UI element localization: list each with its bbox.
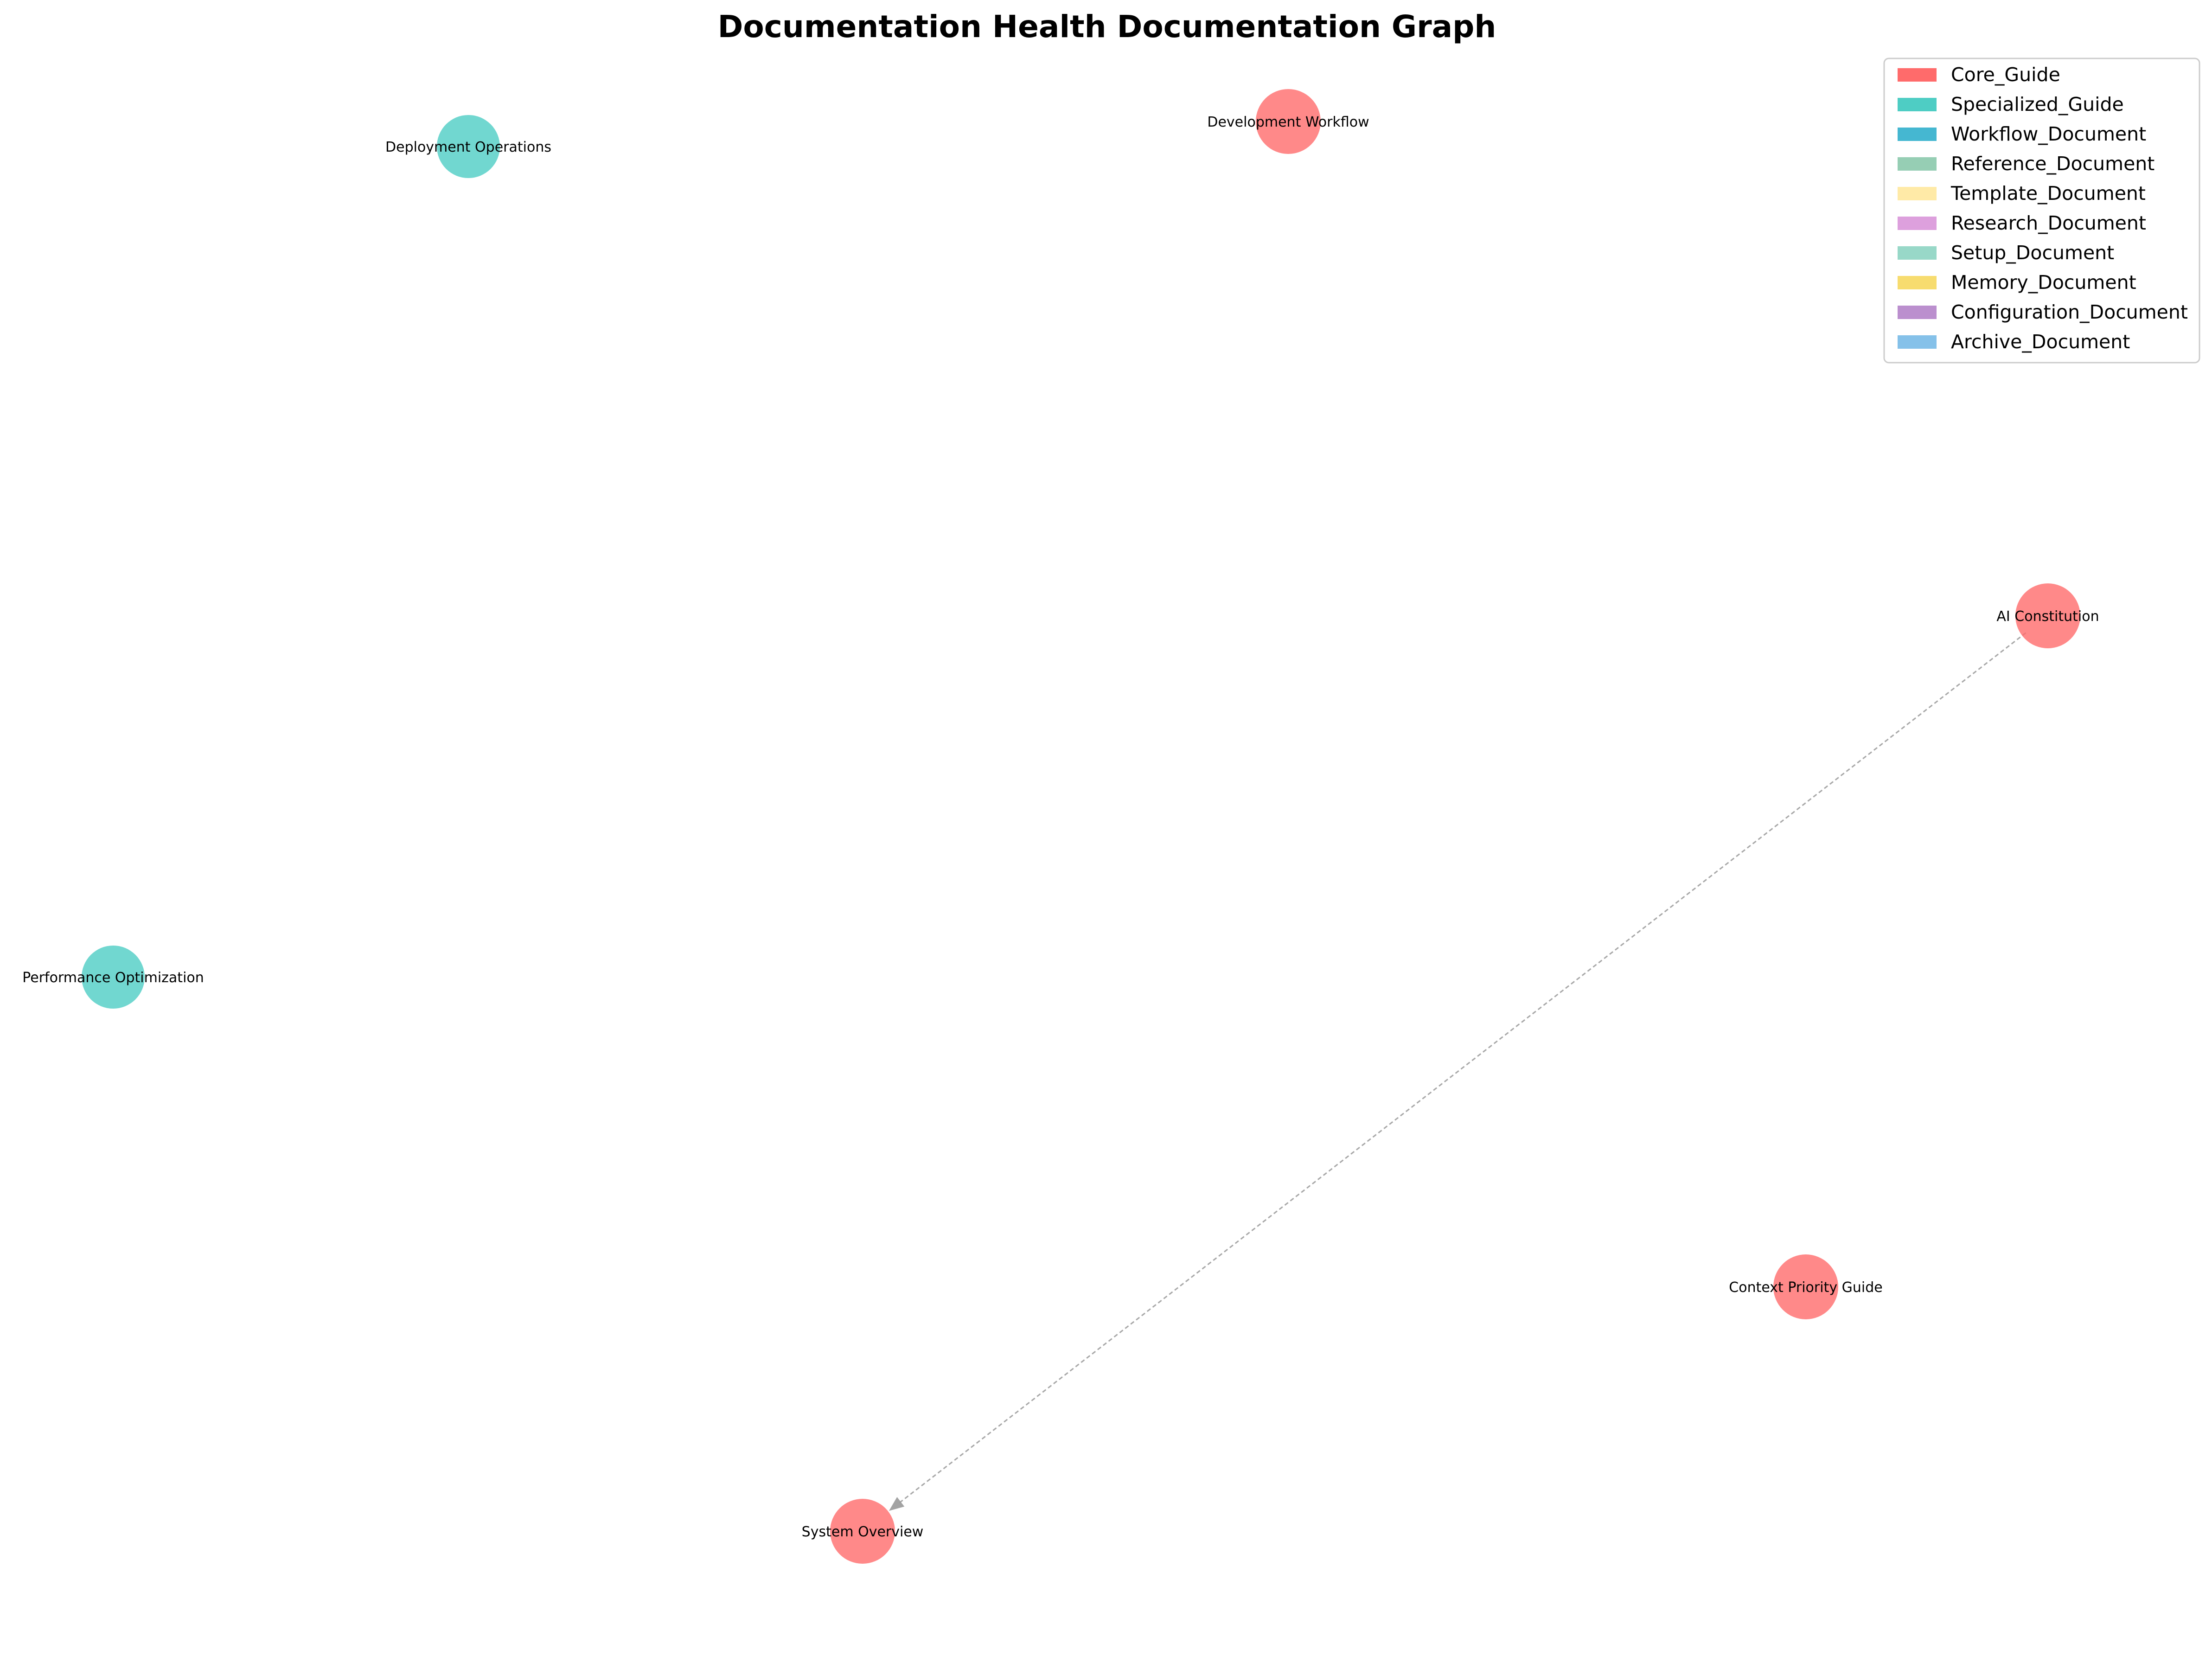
legend-swatch — [1898, 217, 1937, 230]
legend-item: Reference_Document — [1898, 153, 2154, 175]
legend-label: Setup_Document — [1951, 242, 2114, 264]
legend-swatch — [1898, 335, 1937, 349]
legend-items: Core_Guide Specialized_Guide Workflow_Docu… — [1898, 64, 2188, 353]
node-context-priority-guide[interactable]: Context Priority Guide — [1729, 1254, 1883, 1319]
legend-label: Research_Document — [1951, 212, 2146, 234]
edge-ai-constitution-to-system-overview — [899, 632, 2027, 1504]
legend-label: Archive_Document — [1951, 331, 2130, 353]
node-circle — [2015, 583, 2080, 648]
node-deployment-operations[interactable]: Deployment Operations — [385, 115, 551, 178]
graph-title: Documentation Health Documentation Graph — [718, 9, 1496, 45]
node-circle — [1773, 1254, 1838, 1319]
node-system-overview[interactable]: System Overview — [802, 1499, 924, 1564]
node-label: Context Priority Guide — [1729, 1279, 1882, 1296]
legend-label: Reference_Document — [1951, 153, 2154, 175]
legend-swatch — [1898, 276, 1937, 289]
node-circle — [1256, 89, 1321, 154]
legend-item: Archive_Document — [1898, 331, 2130, 353]
node-circle — [830, 1499, 895, 1564]
legend-label: Configuration_Document — [1951, 301, 2188, 323]
node-development-workflow[interactable]: Development Workflow — [1207, 89, 1369, 154]
node-ai-constitution[interactable]: AI Constitution — [1996, 583, 2099, 648]
legend-label: Core_Guide — [1951, 64, 2060, 86]
node-label: System Overview — [802, 1524, 924, 1540]
legend-item: Specialized_Guide — [1898, 93, 2124, 115]
legend-swatch — [1898, 187, 1937, 200]
node-performance-optimization[interactable]: Performance Optimization — [22, 946, 204, 1009]
node-circle — [82, 946, 145, 1009]
legend-swatch — [1898, 98, 1937, 111]
nodes-layer: Deployment Operations Development Workflo… — [22, 89, 2099, 1564]
node-label: Deployment Operations — [385, 139, 551, 155]
legend-item: Research_Document — [1898, 212, 2146, 234]
edge-arrowhead — [889, 1497, 905, 1511]
node-label: Performance Optimization — [22, 970, 204, 986]
legend-swatch — [1898, 68, 1937, 82]
legend-label: Workflow_Document — [1951, 123, 2146, 145]
legend-swatch — [1898, 157, 1937, 171]
legend-label: Specialized_Guide — [1951, 93, 2124, 115]
node-circle — [437, 115, 500, 178]
legend-item: Setup_Document — [1898, 242, 2114, 264]
legend-swatch — [1898, 246, 1937, 260]
legend-swatch — [1898, 306, 1937, 319]
node-label: AI Constitution — [1996, 608, 2099, 625]
legend: Core_Guide Specialized_Guide Workflow_Docu… — [1883, 58, 2200, 364]
edges-layer — [889, 632, 2027, 1511]
legend-swatch — [1898, 128, 1937, 141]
legend-item: Template_Document — [1898, 182, 2146, 205]
node-label: Development Workflow — [1207, 114, 1369, 130]
legend-item: Core_Guide — [1898, 64, 2060, 86]
legend-item: Memory_Document — [1898, 271, 2136, 294]
legend-label: Template_Document — [1950, 182, 2146, 205]
legend-item: Configuration_Document — [1898, 301, 2188, 323]
legend-item: Workflow_Document — [1898, 123, 2146, 145]
legend-label: Memory_Document — [1951, 271, 2136, 294]
legend-frame — [1883, 58, 2200, 364]
